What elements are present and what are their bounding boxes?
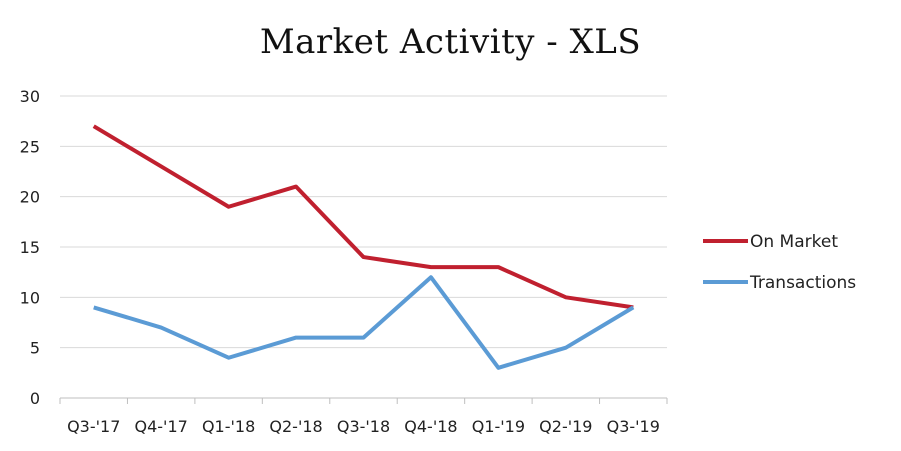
y-tick-label: 30: [20, 87, 40, 106]
gridlines: [60, 95, 667, 349]
series-lines: [92, 124, 635, 370]
y-tick-label: 25: [20, 137, 40, 156]
y-tick-label: 10: [20, 288, 40, 307]
x-tick-label: Q4-'17: [135, 417, 188, 436]
x-tick-label: Q3-'17: [67, 417, 120, 436]
series-line-on-market: [92, 124, 634, 310]
x-tick-label: Q3-'18: [337, 417, 390, 436]
x-tick-label: Q2-'19: [539, 417, 592, 436]
y-tick-labels: 0 5 10 15 20 25 30: [20, 87, 40, 408]
x-tick-label: Q2-'18: [269, 417, 322, 436]
x-tick-label: Q1-'19: [472, 417, 525, 436]
y-tick-label: 5: [30, 339, 40, 358]
x-tick-label: Q4-'18: [404, 417, 457, 436]
axes: [59, 397, 668, 404]
y-tick-label: 20: [20, 188, 40, 207]
legend: On Market Transactions: [703, 232, 856, 293]
chart-title: Market Activity - XLS: [259, 22, 642, 62]
x-tick-label: Q3-'19: [607, 417, 660, 436]
y-tick-label: 0: [30, 389, 40, 408]
legend-label: Transactions: [749, 273, 856, 293]
legend-label: On Market: [750, 232, 838, 252]
x-tick-labels: Q3-'17 Q4-'17 Q1-'18 Q2-'18 Q3-'18 Q4-'18 Q1-'…: [67, 417, 660, 436]
y-tick-label: 15: [20, 238, 40, 257]
x-tick-label: Q1-'18: [202, 417, 255, 436]
